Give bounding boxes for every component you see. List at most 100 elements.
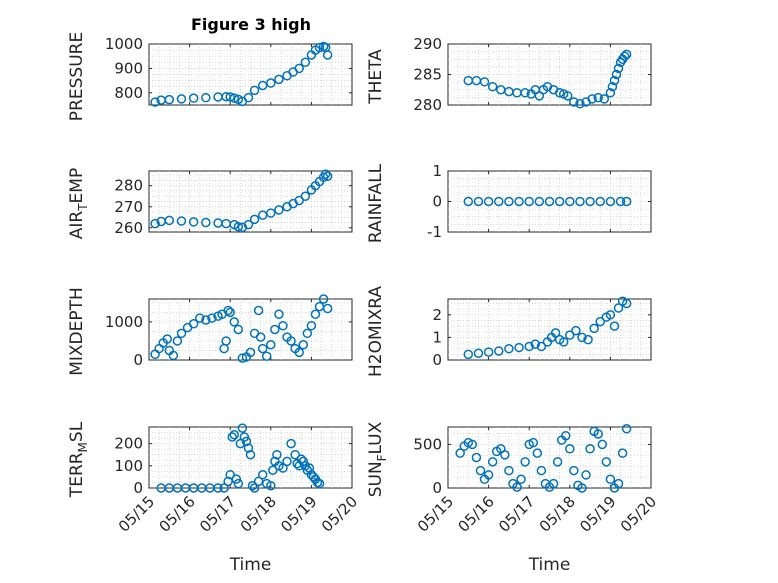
series-rainfall (463, 196, 632, 207)
grid-lines (448, 171, 651, 232)
data-point-sun-flux (605, 474, 616, 485)
grid-lines (448, 427, 651, 488)
data-point-sun-flux (487, 457, 498, 467)
data-point-rainfall (534, 196, 545, 207)
data-point-terr-msl (247, 481, 258, 491)
data-point-rainfall (483, 196, 494, 207)
data-point-h2omixra (595, 316, 605, 327)
data-point-sun-flux (471, 452, 482, 463)
data-point-mixdepth (261, 351, 272, 361)
ylabel-part: SL (67, 421, 87, 442)
data-point-mixdepth (201, 315, 211, 325)
data-point-terr-msl (235, 438, 246, 449)
ytick-label: 1000 (105, 313, 143, 331)
data-point-pressure (225, 92, 235, 102)
subplot-theta: 280 285 290 THETA (366, 35, 652, 114)
data-point-terr-msl (296, 454, 306, 464)
data-point-h2omixra (514, 342, 524, 353)
data-point-sun-flux (467, 439, 478, 450)
data-point-h2omixra (613, 303, 624, 313)
data-point-theta (593, 92, 603, 103)
data-point-terr-msl (225, 469, 235, 480)
data-point-air-temp (249, 214, 260, 225)
data-point-air-temp (300, 191, 311, 201)
data-point-sun-flux (585, 444, 595, 454)
data-point-air-temp (150, 218, 160, 229)
data-point-mixdepth (310, 309, 321, 319)
data-point-h2omixra (565, 330, 575, 340)
data-point-h2omixra (589, 323, 599, 334)
ylabel-part: EMP (67, 168, 87, 204)
data-point-rainfall (544, 196, 555, 207)
data-point-theta (611, 69, 622, 80)
data-point-h2omixra (494, 346, 504, 356)
data-point-h2omixra (524, 341, 534, 352)
ylabel-part: AIR (67, 211, 87, 240)
data-point-theta (621, 49, 632, 60)
ytick-label: 280 (413, 96, 442, 114)
data-point-h2omixra (571, 325, 581, 336)
data-point-mixdepth (257, 343, 268, 354)
data-point-rainfall (554, 196, 565, 207)
data-point-mixdepth (168, 350, 179, 361)
data-point-pressure (322, 50, 333, 60)
ytick-label: 290 (413, 35, 442, 53)
data-point-mixdepth (172, 336, 183, 346)
data-point-terr-msl (286, 438, 296, 449)
ytick-label: 1000 (105, 35, 143, 53)
data-point-h2omixra (550, 328, 561, 338)
data-point-terr-msl (219, 483, 229, 493)
data-point-terr-msl (272, 449, 282, 460)
data-point-terr-msl (239, 432, 250, 442)
ytick-label: 260 (114, 219, 143, 237)
xlabel-time: Time (528, 555, 571, 575)
ylabel-air-temp: AIRTEMP (67, 168, 90, 239)
data-point-sun-flux (581, 470, 591, 480)
series-sun-flux (455, 423, 632, 493)
data-point-air-temp (188, 217, 199, 227)
grid-lines (448, 44, 651, 105)
series-theta (463, 49, 632, 109)
data-point-pressure (243, 92, 254, 103)
data-point-sun-flux (597, 439, 608, 450)
data-point-h2omixra (605, 310, 616, 320)
data-point-terr-msl (245, 449, 256, 460)
ylabel-part: SUN (366, 461, 386, 497)
data-point-sun-flux (593, 429, 603, 439)
data-point-sun-flux (621, 423, 632, 434)
data-point-h2omixra (609, 321, 620, 331)
data-point-rainfall (504, 196, 514, 207)
data-point-theta (607, 81, 618, 92)
data-point-mixdepth (322, 303, 333, 314)
data-point-sun-flux (536, 465, 547, 476)
data-point-mixdepth (318, 294, 329, 304)
data-point-rainfall (615, 196, 626, 207)
data-point-mixdepth (245, 347, 256, 358)
data-point-terr-msl (304, 463, 315, 473)
data-point-air-temp (274, 205, 284, 215)
data-point-sun-flux (617, 448, 628, 458)
data-point-air-temp (320, 169, 331, 179)
data-point-theta (619, 51, 630, 61)
ytick-label: 500 (413, 435, 442, 453)
data-point-terr-msl (268, 465, 278, 476)
data-point-mixdepth (225, 307, 235, 318)
data-point-rainfall (575, 196, 585, 207)
data-point-theta (569, 97, 579, 107)
data-point-h2omixra (483, 347, 494, 357)
data-point-h2omixra (577, 332, 587, 343)
ytick-label: 280 (114, 177, 143, 195)
data-point-sun-flux (565, 444, 575, 454)
data-point-terr-msl (298, 456, 309, 467)
data-point-theta (599, 94, 610, 104)
ytick-label: 1 (432, 328, 442, 346)
data-point-mixdepth (229, 317, 240, 327)
subplot-air-temp: 260 270 280 AIRTEMP (67, 168, 353, 239)
series-mixdepth (150, 294, 333, 363)
data-point-sun-flux (560, 430, 571, 441)
data-point-sun-flux (483, 470, 494, 480)
data-point-air-temp (176, 216, 187, 226)
data-point-terr-msl (278, 463, 288, 473)
data-point-theta (487, 81, 498, 92)
